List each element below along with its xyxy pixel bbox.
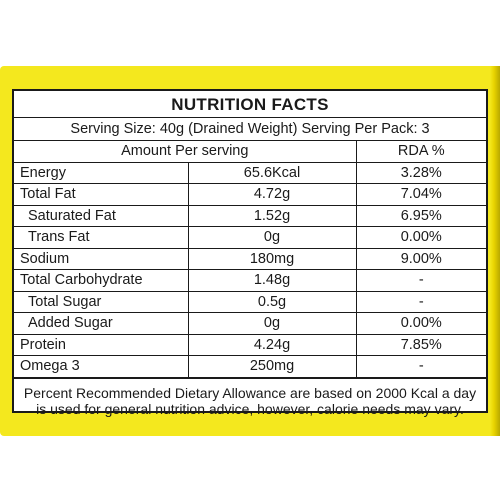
nutrient-amount: 4.72g — [187, 183, 357, 206]
nutrient-amount: 180mg — [187, 247, 357, 270]
nutrient-name: Added Sugar — [14, 312, 189, 335]
nutrient-rda: - — [355, 355, 486, 378]
nutrient-amount: 1.52g — [187, 204, 357, 227]
nutrient-name: Protein — [14, 333, 189, 356]
table-row: Total Fat 4.72g 7.04% — [14, 183, 486, 206]
nutrient-name: Saturated Fat — [14, 204, 189, 227]
column-header-rda: RDA % — [355, 141, 486, 163]
table-row: Added Sugar 0g 0.00% — [14, 312, 486, 335]
nutrient-amount: 0g — [187, 312, 357, 335]
nutrient-name: Sodium — [14, 247, 189, 270]
nutrition-table-body: Energy 65.6Kcal 3.28% Total Fat 4.72g 7.04% Sa… — [14, 162, 486, 378]
table-row: Total Carbohydrate 1.48g - — [14, 269, 486, 292]
nutrient-name: Energy — [14, 162, 189, 184]
nutrient-amount: 1.48g — [187, 269, 357, 292]
table-row: Protein 4.24g 7.85% — [14, 333, 486, 356]
nutrient-rda: 7.85% — [355, 333, 486, 356]
column-header-amount: Amount Per serving — [14, 141, 357, 163]
nutrient-amount: 0.5g — [187, 290, 357, 313]
nutrient-name: Total Carbohydrate — [14, 269, 189, 292]
nutrient-name: Trans Fat — [14, 226, 189, 249]
nutrient-rda: 0.00% — [355, 226, 486, 249]
nutrient-name: Omega 3 — [14, 355, 189, 378]
nutrient-name: Total Sugar — [14, 290, 189, 313]
table-row: Sodium 180mg 9.00% — [14, 247, 486, 270]
nutrient-rda: - — [355, 290, 486, 313]
nutrition-table: Amount Per serving RDA % Energy 65.6Kcal 3… — [14, 141, 486, 378]
footnote: Percent Recommended Dietary Allowance ar… — [14, 377, 486, 424]
nutrient-amount: 0g — [187, 226, 357, 249]
nutrient-rda: 3.28% — [355, 162, 486, 184]
nutrient-rda: 7.04% — [355, 183, 486, 206]
table-row: Total Sugar 0.5g - — [14, 290, 486, 313]
nutrient-amount: 250mg — [187, 355, 357, 378]
table-row: Saturated Fat 1.52g 6.95% — [14, 204, 486, 227]
table-row: Omega 3 250mg - — [14, 355, 486, 378]
nutrient-rda: 6.95% — [355, 204, 486, 227]
nutrition-facts-panel: NUTRITION FACTS Serving Size: 40g (Drain… — [12, 89, 488, 417]
nutrient-rda: 0.00% — [355, 312, 486, 335]
nutrient-rda: - — [355, 269, 486, 292]
nutrient-amount: 65.6Kcal — [187, 162, 357, 184]
table-row: Energy 65.6Kcal 3.28% — [14, 162, 486, 184]
table-header-row: Amount Per serving RDA % — [14, 141, 486, 163]
serving-info: Serving Size: 40g (Drained Weight) Servi… — [14, 118, 486, 141]
nutrient-name: Total Fat — [14, 183, 189, 206]
panel-title: NUTRITION FACTS — [14, 91, 486, 118]
table-row: Trans Fat 0g 0.00% — [14, 226, 486, 249]
nutrient-amount: 4.24g — [187, 333, 357, 356]
nutrient-rda: 9.00% — [355, 247, 486, 270]
